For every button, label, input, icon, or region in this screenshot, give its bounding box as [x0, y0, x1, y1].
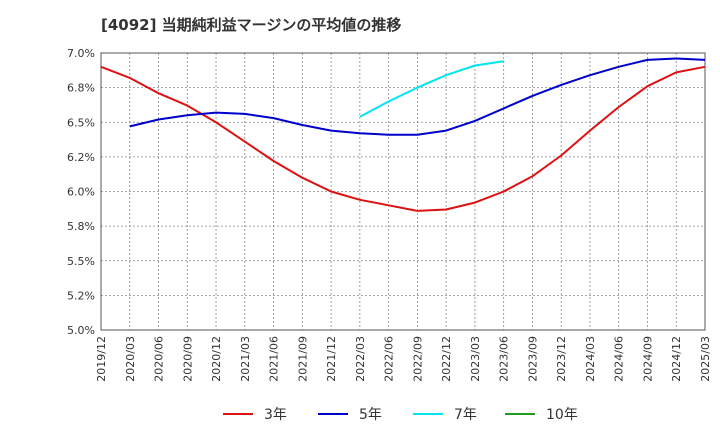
legend-label-3年: 3年 [264, 407, 287, 423]
grid [101, 53, 705, 330]
y-tick-label: 6.0% [67, 186, 95, 199]
axes: 7.0% 6.8% 6.5% 6.2% 6.0% 5.8% 5.5% 5.2% 5.0%2019… [67, 47, 712, 382]
series-line-5年 [129, 57, 706, 136]
x-tick-label: 2024/09 [641, 336, 654, 382]
y-tick-label: 6.8% [67, 82, 95, 95]
x-tick-label: 2022/12 [440, 336, 453, 382]
y-tick-label: 5.2% [67, 289, 95, 302]
chart-title: [4092] 当期純利益マージンの平均値の推移 [101, 16, 402, 34]
y-tick-label: 6.2% [67, 151, 95, 164]
x-tick-label: 2025/03 [699, 336, 712, 382]
y-tick-label: 7.0% [67, 47, 95, 60]
x-tick-label: 2022/06 [383, 336, 396, 382]
x-tick-label: 2024/03 [584, 336, 597, 382]
x-tick-label: 2020/09 [181, 336, 194, 382]
x-tick-label: 2020/06 [153, 336, 166, 382]
x-tick-label: 2021/06 [268, 336, 281, 382]
x-tick-label: 2022/03 [354, 336, 367, 382]
x-tick-label: 2019/12 [95, 336, 108, 382]
x-tick-label: 2023/12 [555, 336, 568, 382]
x-tick-label: 2021/03 [239, 336, 252, 382]
y-tick-label: 5.5% [67, 255, 95, 268]
x-tick-label: 2023/09 [526, 336, 539, 382]
x-tick-label: 2024/06 [613, 336, 626, 382]
y-tick-label: 6.5% [67, 116, 95, 129]
x-tick-label: 2020/12 [210, 336, 223, 382]
x-tick-label: 2024/12 [670, 336, 683, 382]
x-tick-label: 2021/09 [296, 336, 309, 382]
series-line-3年 [100, 65, 706, 212]
plot-frame [100, 52, 706, 331]
x-tick-label: 2023/06 [498, 336, 511, 382]
series-line-7年 [359, 60, 504, 118]
x-tick-label: 2023/03 [469, 336, 482, 382]
legend-label-5年: 5年 [359, 407, 382, 423]
x-tick-label: 2022/09 [411, 336, 424, 382]
y-tick-label: 5.0% [67, 324, 95, 337]
legend-label-10年: 10年 [546, 407, 578, 423]
legend: 3年 5年 7年 10年 [223, 407, 578, 423]
series-lines [100, 57, 706, 212]
x-tick-label: 2020/03 [124, 336, 137, 382]
x-tick-label: 2021/12 [325, 336, 338, 382]
y-tick-label: 5.8% [67, 220, 95, 233]
legend-label-7年: 7年 [454, 407, 477, 423]
